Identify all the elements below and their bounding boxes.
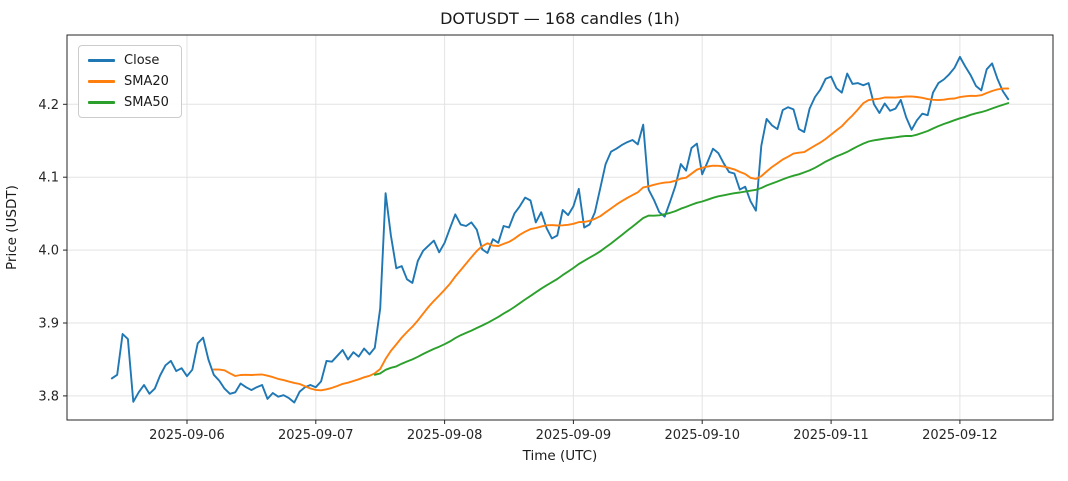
tick-label: 2025-09-07 bbox=[278, 428, 354, 443]
tick-label: 4.2 bbox=[38, 98, 59, 113]
legend-item-close: Close bbox=[88, 53, 169, 68]
legend-label-close: Close bbox=[124, 53, 160, 68]
tick-label: 2025-09-12 bbox=[922, 428, 998, 443]
tick-label: 3.8 bbox=[38, 389, 59, 404]
tick-label: 2025-09-11 bbox=[793, 428, 869, 443]
x-axis-label: Time (UTC) bbox=[522, 448, 598, 464]
legend-label-sma20: SMA20 bbox=[124, 74, 169, 89]
tick-label: 2025-09-08 bbox=[407, 428, 483, 443]
tick-label: 2025-09-06 bbox=[149, 428, 225, 443]
legend: Close SMA20 SMA50 bbox=[78, 45, 182, 118]
tick-label: 3.9 bbox=[38, 317, 59, 332]
tick-label: 4.1 bbox=[38, 171, 59, 186]
chart-title: DOTUSDT — 168 candles (1h) bbox=[440, 9, 680, 28]
tick-label: 2025-09-10 bbox=[664, 428, 740, 443]
legend-line-sma50-icon bbox=[88, 101, 115, 104]
legend-line-close-icon bbox=[88, 59, 115, 62]
y-axis-label: Price (USDT) bbox=[4, 185, 20, 270]
legend-item-sma20: SMA20 bbox=[88, 74, 169, 89]
legend-item-sma50: SMA50 bbox=[88, 95, 169, 110]
tick-label: 2025-09-09 bbox=[536, 428, 612, 443]
legend-label-sma50: SMA50 bbox=[124, 95, 169, 110]
tick-label: 4.0 bbox=[38, 244, 59, 259]
legend-line-sma20-icon bbox=[88, 80, 115, 83]
